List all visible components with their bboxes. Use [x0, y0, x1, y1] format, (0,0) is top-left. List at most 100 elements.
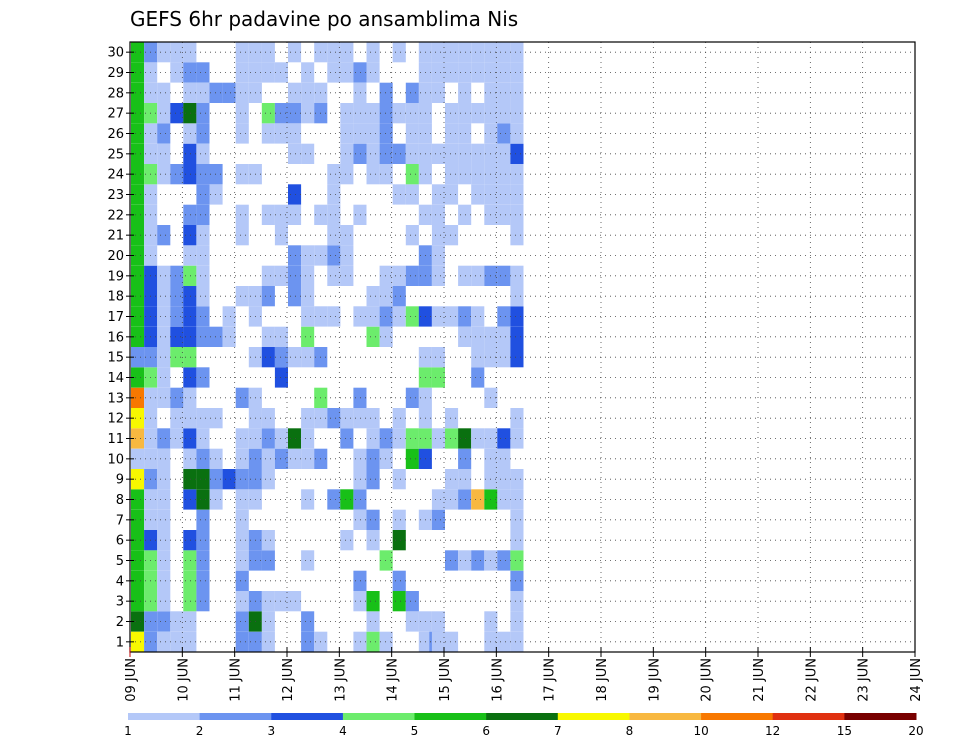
heatmap-cell — [340, 143, 354, 164]
heatmap-cell — [510, 347, 524, 368]
colorbar-label: 3 — [267, 724, 275, 738]
heatmap-cell — [288, 42, 302, 63]
heatmap-cell — [209, 448, 223, 469]
heatmap-cell — [235, 62, 249, 83]
heatmap-cell — [327, 489, 341, 510]
heatmap-cell — [274, 428, 288, 449]
heatmap-cell — [261, 265, 275, 286]
heatmap-cell — [353, 82, 367, 103]
heatmap-cell — [366, 62, 380, 83]
heatmap-cell — [510, 42, 524, 63]
heatmap-cell — [157, 489, 171, 510]
heatmap-cell — [340, 42, 354, 63]
heatmap-cell — [235, 123, 249, 144]
heatmap-cell — [131, 570, 145, 591]
heatmap-cell — [405, 611, 419, 632]
heatmap-cell — [510, 428, 524, 449]
heatmap-cell — [497, 164, 511, 185]
heatmap-cell — [510, 103, 524, 124]
x-tick-label: 24 JUN — [909, 658, 924, 702]
heatmap-cell — [327, 245, 341, 266]
heatmap-cell — [445, 143, 459, 164]
heatmap-cell — [458, 306, 472, 327]
heatmap-cell — [327, 225, 341, 246]
heatmap-cell — [274, 225, 288, 246]
colorbar-label: 15 — [837, 724, 852, 738]
heatmap-cell — [170, 387, 184, 408]
y-tick-label: 23 — [107, 188, 124, 203]
heatmap-cell — [431, 143, 445, 164]
heatmap-cell — [157, 428, 171, 449]
heatmap-cell — [235, 550, 249, 571]
heatmap-cell — [235, 611, 249, 632]
heatmap-cell — [274, 367, 288, 388]
heatmap-cell — [431, 631, 445, 652]
heatmap-cell — [288, 123, 302, 144]
heatmap-cell — [510, 62, 524, 83]
heatmap-cell — [327, 42, 341, 63]
heatmap-cell — [471, 184, 485, 205]
heatmap-cell — [445, 469, 459, 490]
heatmap-cell — [131, 550, 145, 571]
heatmap-cell — [405, 448, 419, 469]
x-tick-label: 17 JUN — [543, 658, 558, 702]
heatmap-cell — [183, 286, 197, 307]
heatmap-cell — [366, 408, 380, 429]
heatmap-cell — [183, 387, 197, 408]
heatmap-cell — [209, 184, 223, 205]
heatmap-cell — [392, 469, 406, 490]
heatmap-cell — [235, 428, 249, 449]
heatmap-cell — [510, 204, 524, 225]
heatmap-cell — [261, 204, 275, 225]
heatmap-cell — [497, 448, 511, 469]
heatmap-cell — [458, 204, 472, 225]
heatmap-cell — [301, 265, 315, 286]
heatmap-cell — [431, 245, 445, 266]
heatmap-cell — [366, 509, 380, 530]
y-tick-label: 12 — [107, 412, 124, 427]
heatmap-cell — [131, 143, 145, 164]
heatmap-cell — [301, 286, 315, 307]
heatmap-cell — [170, 62, 184, 83]
heatmap-cell — [458, 448, 472, 469]
heatmap-cell — [196, 82, 210, 103]
heatmap-cell — [157, 103, 171, 124]
heatmap-cell — [392, 509, 406, 530]
heatmap-cell — [261, 530, 275, 551]
heatmap-cell — [431, 306, 445, 327]
heatmap-cell — [379, 265, 393, 286]
heatmap-cell — [497, 489, 511, 510]
heatmap-cell — [196, 570, 210, 591]
grid-lines — [129, 42, 916, 652]
heatmap-cell — [497, 469, 511, 490]
heatmap-cell — [235, 82, 249, 103]
y-tick-label: 11 — [107, 432, 124, 447]
heatmap-cell — [288, 347, 302, 368]
y-tick-label: 28 — [107, 86, 124, 101]
heatmap-cell — [157, 306, 171, 327]
colorbar-swatch — [772, 713, 845, 720]
heatmap-cell — [392, 184, 406, 205]
y-tick-label: 16 — [107, 330, 124, 345]
heatmap-cell — [301, 103, 315, 124]
heatmap-cell — [340, 265, 354, 286]
heatmap-cell — [431, 204, 445, 225]
heatmap-cell — [405, 143, 419, 164]
heatmap-cell — [235, 225, 249, 246]
heatmap-cell — [157, 265, 171, 286]
heatmap-cell — [353, 509, 367, 530]
heatmap-cell — [405, 123, 419, 144]
heatmap-cell — [471, 42, 485, 63]
y-tick-label: 15 — [107, 351, 124, 366]
heatmap-cell — [431, 225, 445, 246]
y-tick-label: 3 — [116, 595, 124, 610]
heatmap-cell — [183, 408, 197, 429]
heatmap-cell — [497, 550, 511, 571]
heatmap-cell — [379, 306, 393, 327]
heatmap-cell — [131, 408, 145, 429]
heatmap-cell — [497, 62, 511, 83]
heatmap-cell — [471, 143, 485, 164]
heatmap-cell — [366, 123, 380, 144]
heatmap-cell — [196, 225, 210, 246]
heatmap-cell — [366, 631, 380, 652]
